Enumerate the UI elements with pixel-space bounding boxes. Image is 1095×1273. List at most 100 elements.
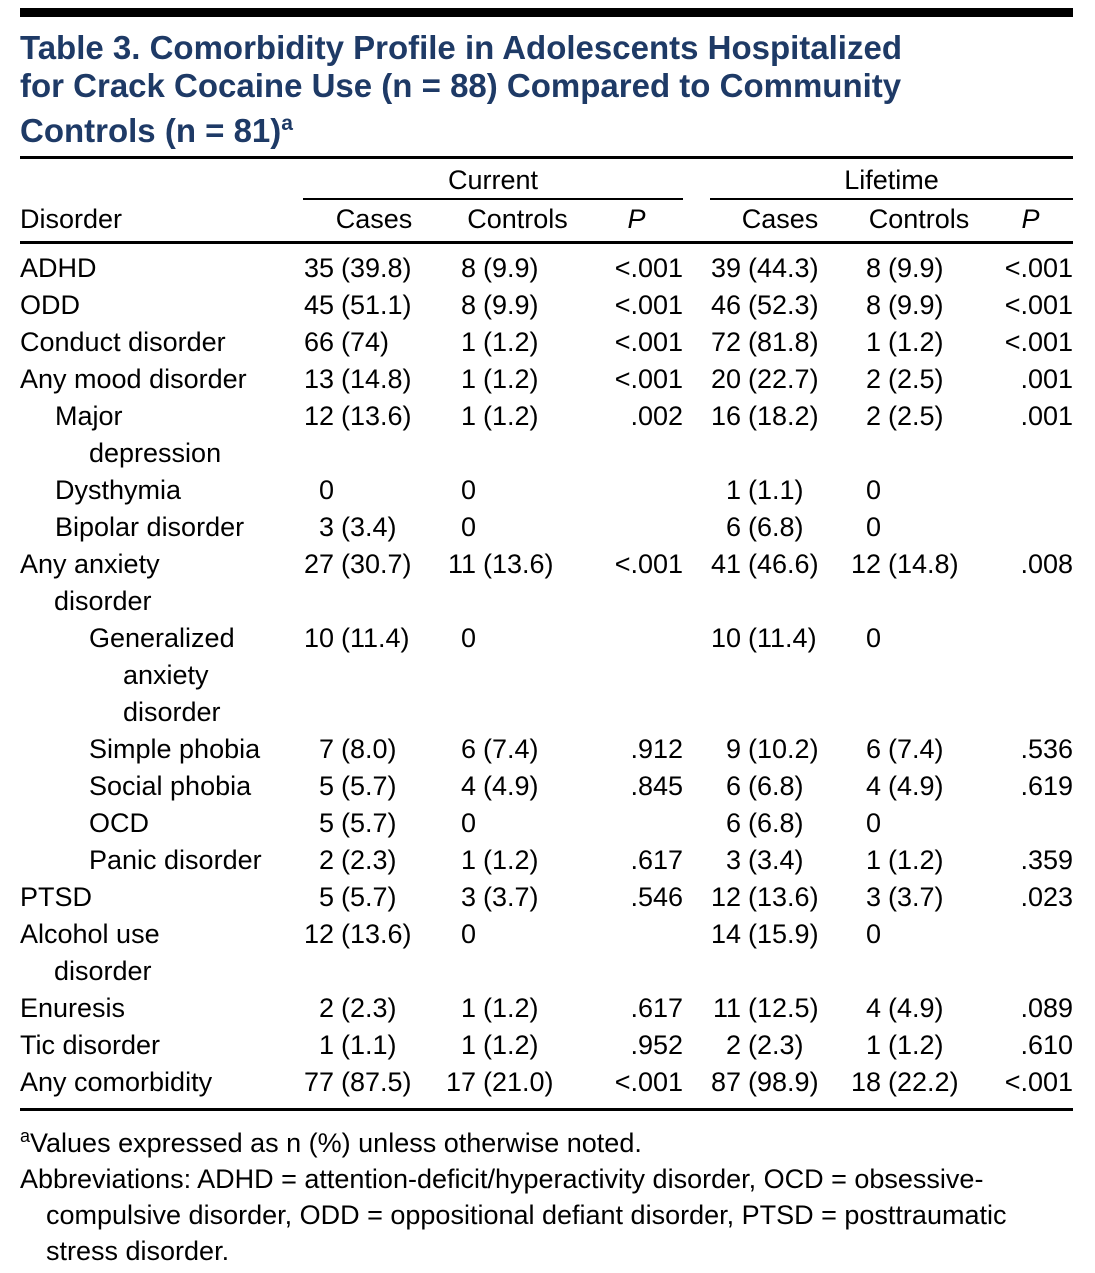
column-gap bbox=[683, 472, 710, 509]
count-value: 12 bbox=[303, 401, 334, 431]
column-gap bbox=[683, 509, 710, 546]
current-p-cell: .617 bbox=[630, 993, 684, 1023]
count-value: 7 bbox=[318, 734, 334, 764]
table-body: ADHD 35 (39.8) 8 (9.9) <.001 39 (44.3) 8 (9.9) <.0… bbox=[20, 243, 1073, 1102]
count-value: 0 bbox=[460, 808, 476, 838]
current-controls-cell: 3 (3.7) bbox=[445, 879, 590, 916]
count-value: 66 bbox=[303, 327, 334, 357]
column-gap bbox=[683, 805, 710, 842]
percent-value: (11.4) bbox=[341, 623, 410, 653]
table-row: Any mood disorder 13 (14.8) 1 (1.2) <.001 20 (2… bbox=[20, 361, 1073, 398]
lifetime-controls-cell: 1 (1.2) bbox=[850, 842, 988, 879]
count-value: 1 bbox=[460, 993, 476, 1023]
percent-value: (13.6) bbox=[483, 549, 554, 579]
lifetime-p-cell: .610 bbox=[1020, 1030, 1074, 1060]
count-value: 6 bbox=[726, 512, 742, 542]
lifetime-cases-cell: 6 (6.8) bbox=[710, 509, 850, 546]
count-value: 8 bbox=[866, 253, 882, 283]
col-header-lifetime-controls: Controls bbox=[850, 199, 989, 244]
count-value: 12 bbox=[303, 919, 334, 949]
current-p-cell: .546 bbox=[630, 882, 684, 912]
lifetime-cases-cell: 20 (22.7) bbox=[710, 361, 850, 398]
percent-value: (39.8) bbox=[341, 253, 412, 283]
table-row: Any comorbidity 77 (87.5) 17 (21.0) <.001 87 (9… bbox=[20, 1064, 1073, 1101]
lifetime-p-cell: <.001 bbox=[1004, 290, 1074, 320]
percent-value: (13.6) bbox=[748, 882, 819, 912]
current-cases-cell: 5 (5.7) bbox=[303, 805, 445, 842]
current-controls-cell: 6 (7.4) bbox=[445, 731, 590, 768]
count-value: 11 bbox=[713, 993, 742, 1023]
row-label: Social phobia bbox=[89, 771, 252, 801]
table-row: Generalized anxiety disorder 10 (11.4) 0 10(… bbox=[20, 620, 1073, 731]
percent-value: (2.3) bbox=[748, 1030, 804, 1060]
lifetime-cases-cell: 72 (81.8) bbox=[710, 324, 850, 361]
percent-value: (7.4) bbox=[888, 734, 944, 764]
lifetime-p-cell: <.001 bbox=[1004, 327, 1074, 357]
current-cases-cell: 66 (74) bbox=[303, 324, 445, 361]
current-p-cell: .617 bbox=[630, 845, 684, 875]
percent-value: (9.9) bbox=[483, 253, 539, 283]
count-value: 10 bbox=[303, 623, 334, 653]
group-gap bbox=[683, 156, 711, 199]
lifetime-p-cell bbox=[988, 805, 1073, 842]
percent-value: (4.9) bbox=[888, 993, 944, 1023]
current-controls-cell: 17 (21.0) bbox=[445, 1064, 590, 1101]
table-row: Bipolar disorder 3 (3.4) 0 6 (6.8) 0 bbox=[20, 509, 1073, 546]
percent-value: (1.2) bbox=[483, 1030, 539, 1060]
percent-value: (2.3) bbox=[341, 845, 397, 875]
percent-value: (5.7) bbox=[341, 771, 397, 801]
lifetime-cases-cell: 46 (52.3) bbox=[710, 287, 850, 324]
row-label: OCD bbox=[89, 808, 149, 838]
current-cases-cell: 5 (5.7) bbox=[303, 879, 445, 916]
lifetime-controls-cell: 6 (7.4) bbox=[850, 731, 988, 768]
count-value: 6 bbox=[460, 734, 476, 764]
count-value: 18 bbox=[850, 1067, 882, 1097]
percent-value: (3.4) bbox=[341, 512, 397, 542]
lifetime-controls-cell: 8 (9.9) bbox=[850, 243, 988, 288]
lifetime-cases-cell: 11 (12.5) bbox=[710, 990, 850, 1027]
percent-value: (15.9) bbox=[748, 919, 819, 949]
group-header-spacer bbox=[20, 156, 303, 199]
table-title: Table 3. Comorbidity Profile in Adolesce… bbox=[20, 29, 1073, 150]
current-p-cell: <.001 bbox=[614, 290, 684, 320]
count-value: 13 bbox=[303, 364, 334, 394]
percent-value: (7.4) bbox=[483, 734, 539, 764]
count-value: 4 bbox=[460, 771, 476, 801]
row-label: Conduct disorder bbox=[20, 327, 226, 357]
column-header-row: Disorder Cases Controls P Cases Controls… bbox=[20, 199, 1074, 244]
current-controls-cell: 1 (1.2) bbox=[445, 361, 590, 398]
current-p-cell: .952 bbox=[630, 1030, 684, 1060]
count-value: 0 bbox=[318, 475, 334, 505]
column-gap bbox=[683, 879, 710, 916]
column-gap bbox=[683, 620, 710, 731]
col-header-disorder: Disorder bbox=[20, 199, 303, 244]
count-value: 3 bbox=[318, 512, 334, 542]
count-value: 1 bbox=[866, 327, 882, 357]
lifetime-p-cell bbox=[988, 620, 1073, 731]
comorbidity-table: Current Lifetime Disorder Cases Controls… bbox=[20, 156, 1074, 1102]
table-header: Current Lifetime Disorder Cases Controls… bbox=[20, 156, 1074, 244]
percent-value: (1.2) bbox=[888, 1030, 944, 1060]
current-controls-cell: 0 bbox=[445, 472, 590, 509]
count-value: 16 bbox=[710, 401, 742, 431]
count-value: 0 bbox=[460, 512, 476, 542]
row-label: Panic disorder bbox=[89, 845, 262, 875]
percent-value: (2.5) bbox=[888, 401, 944, 431]
percent-value: (5.7) bbox=[341, 882, 397, 912]
table-row: ADHD 35 (39.8) 8 (9.9) <.001 39 (44.3) 8 (9.9) <.0… bbox=[20, 243, 1073, 288]
table-row: Alcohol use disorder 12 (13.6) 0 14 (15.9) 0 bbox=[20, 916, 1073, 990]
group-header-lifetime-label: Lifetime bbox=[844, 165, 939, 195]
lifetime-controls-cell: 0 bbox=[850, 805, 988, 842]
percent-value: (9.9) bbox=[888, 290, 944, 320]
current-controls-cell: 0 bbox=[445, 916, 590, 990]
count-value: 20 bbox=[710, 364, 742, 394]
count-value: 8 bbox=[460, 253, 476, 283]
count-value: 6 bbox=[866, 734, 882, 764]
col-header-current-p: P bbox=[590, 199, 684, 244]
count-value: 3 bbox=[726, 845, 742, 875]
count-value: 0 bbox=[866, 512, 882, 542]
table-row: Major depression 12 (13.6) 1 (1.2) .002 16 (18.… bbox=[20, 398, 1073, 472]
current-cases-cell: 13 (14.8) bbox=[303, 361, 445, 398]
count-value: 1 bbox=[866, 845, 882, 875]
count-value: 6 bbox=[726, 808, 742, 838]
